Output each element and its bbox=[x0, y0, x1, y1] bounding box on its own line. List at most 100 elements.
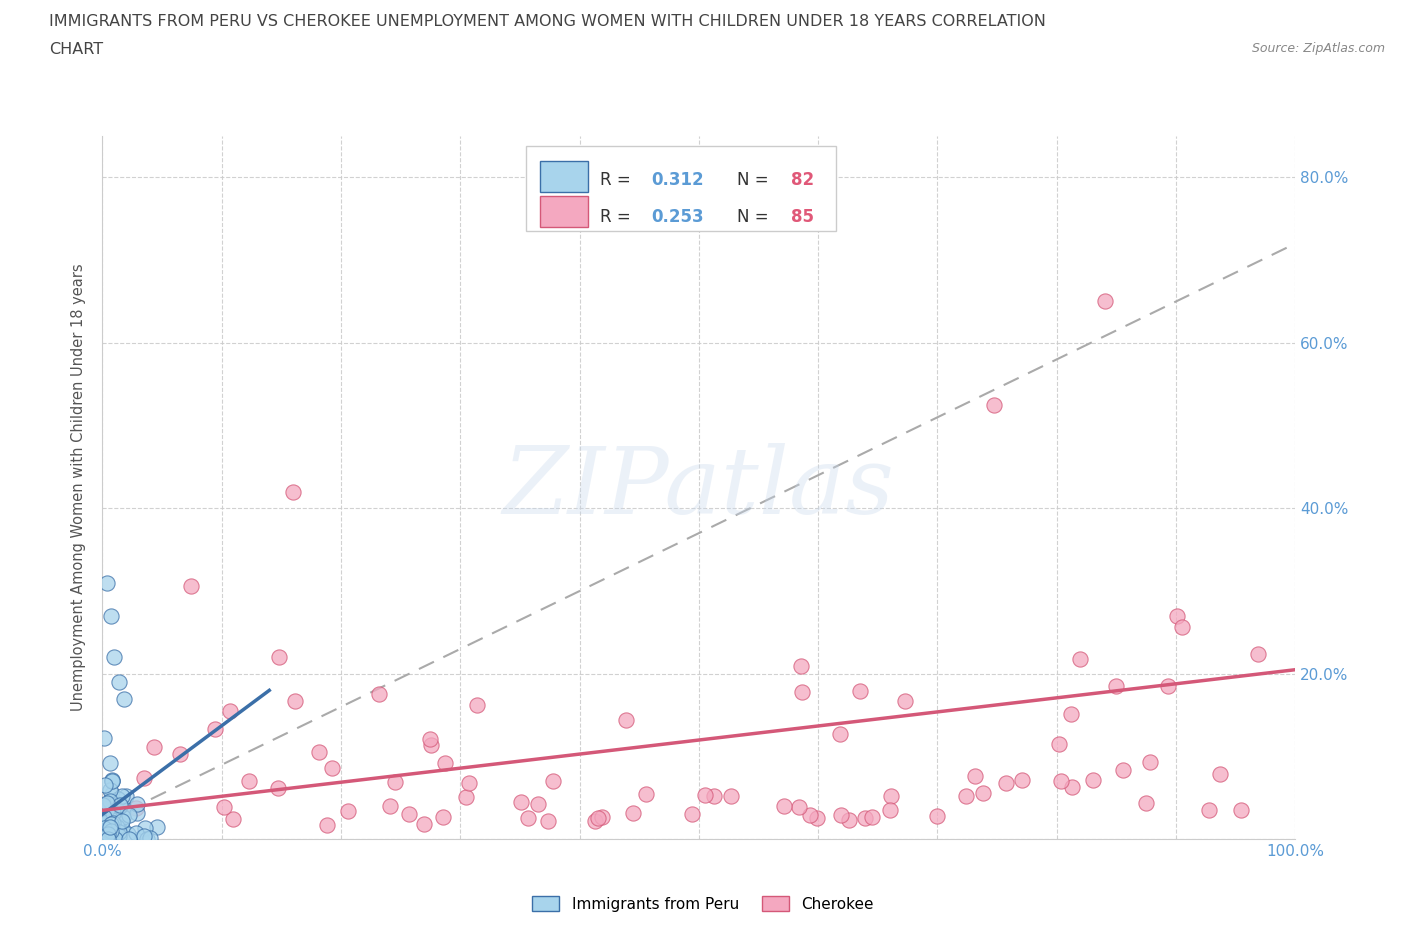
Point bbox=[419, 732, 441, 747]
Point bbox=[790, 659, 813, 674]
Point bbox=[1157, 679, 1180, 694]
Point bbox=[1047, 737, 1070, 751]
Point bbox=[100, 773, 122, 788]
Point bbox=[98, 755, 121, 770]
Point bbox=[104, 797, 127, 812]
Text: 0.312: 0.312 bbox=[651, 170, 704, 189]
Point bbox=[117, 827, 139, 842]
Point bbox=[107, 831, 129, 846]
Point bbox=[98, 828, 121, 843]
Point bbox=[100, 828, 122, 843]
Point bbox=[849, 684, 872, 698]
Point bbox=[93, 809, 115, 824]
Point bbox=[132, 829, 155, 844]
Point bbox=[96, 829, 118, 844]
Text: ZIPatlas: ZIPatlas bbox=[503, 443, 894, 533]
Point bbox=[465, 698, 488, 712]
Point bbox=[1208, 767, 1230, 782]
Point bbox=[97, 831, 120, 846]
Point bbox=[1011, 772, 1033, 787]
Point bbox=[1059, 707, 1081, 722]
Point bbox=[1083, 772, 1105, 787]
Point bbox=[125, 800, 148, 815]
Point bbox=[132, 770, 155, 785]
Point bbox=[321, 761, 343, 776]
Point bbox=[114, 789, 136, 804]
Point bbox=[772, 798, 794, 813]
Point bbox=[110, 799, 132, 814]
Point bbox=[111, 820, 134, 835]
Point bbox=[527, 797, 550, 812]
Text: CHART: CHART bbox=[49, 42, 103, 57]
Point bbox=[1112, 762, 1135, 777]
Point bbox=[266, 780, 288, 795]
Point bbox=[100, 608, 122, 623]
Point bbox=[212, 800, 235, 815]
Point bbox=[830, 807, 852, 822]
Point bbox=[433, 755, 456, 770]
Point bbox=[96, 576, 118, 591]
Point bbox=[93, 823, 115, 838]
Point bbox=[516, 811, 538, 826]
Point bbox=[101, 805, 124, 820]
Point bbox=[925, 809, 948, 824]
Point bbox=[1247, 646, 1270, 661]
Point bbox=[456, 790, 478, 804]
Point bbox=[98, 819, 121, 834]
Point bbox=[838, 813, 860, 828]
Point bbox=[107, 825, 129, 840]
Point bbox=[790, 685, 813, 700]
Point bbox=[180, 578, 202, 593]
Point bbox=[1060, 780, 1083, 795]
Point bbox=[96, 830, 118, 845]
Point bbox=[308, 744, 330, 759]
Point bbox=[139, 830, 162, 845]
Point bbox=[93, 798, 115, 813]
Text: 82: 82 bbox=[790, 170, 814, 189]
FancyBboxPatch shape bbox=[540, 195, 588, 227]
Point bbox=[281, 485, 304, 499]
Point bbox=[1094, 294, 1116, 309]
Point bbox=[125, 825, 148, 840]
Point bbox=[384, 775, 406, 790]
Point bbox=[591, 809, 613, 824]
Point bbox=[100, 817, 122, 831]
Point bbox=[103, 650, 125, 665]
Point bbox=[806, 810, 828, 825]
Point bbox=[110, 817, 132, 831]
FancyBboxPatch shape bbox=[540, 161, 588, 193]
Point bbox=[101, 774, 124, 789]
Point bbox=[97, 829, 120, 844]
Point bbox=[828, 726, 851, 741]
Y-axis label: Unemployment Among Women with Children Under 18 years: Unemployment Among Women with Children U… bbox=[72, 264, 86, 711]
Point bbox=[101, 831, 124, 846]
Point bbox=[110, 789, 132, 804]
Point bbox=[94, 828, 117, 843]
Point bbox=[1105, 679, 1128, 694]
Point bbox=[96, 799, 118, 814]
Text: 85: 85 bbox=[790, 207, 814, 226]
Point bbox=[97, 829, 120, 844]
Text: R =: R = bbox=[600, 170, 636, 189]
Point bbox=[135, 831, 157, 846]
Point bbox=[100, 824, 122, 839]
Point bbox=[125, 796, 148, 811]
Point bbox=[219, 704, 242, 719]
Point bbox=[101, 787, 124, 802]
Point bbox=[1135, 795, 1157, 810]
Text: N =: N = bbox=[737, 170, 773, 189]
Point bbox=[955, 789, 977, 804]
Point bbox=[108, 829, 131, 844]
Point bbox=[695, 788, 717, 803]
Point bbox=[96, 814, 118, 829]
Point bbox=[103, 805, 125, 820]
Point bbox=[98, 782, 121, 797]
Point bbox=[117, 807, 139, 822]
Point bbox=[104, 831, 127, 846]
Point bbox=[703, 789, 725, 804]
Point bbox=[432, 809, 454, 824]
Point bbox=[93, 828, 115, 843]
Point bbox=[94, 823, 117, 838]
Point bbox=[112, 691, 135, 706]
Point bbox=[879, 789, 901, 804]
